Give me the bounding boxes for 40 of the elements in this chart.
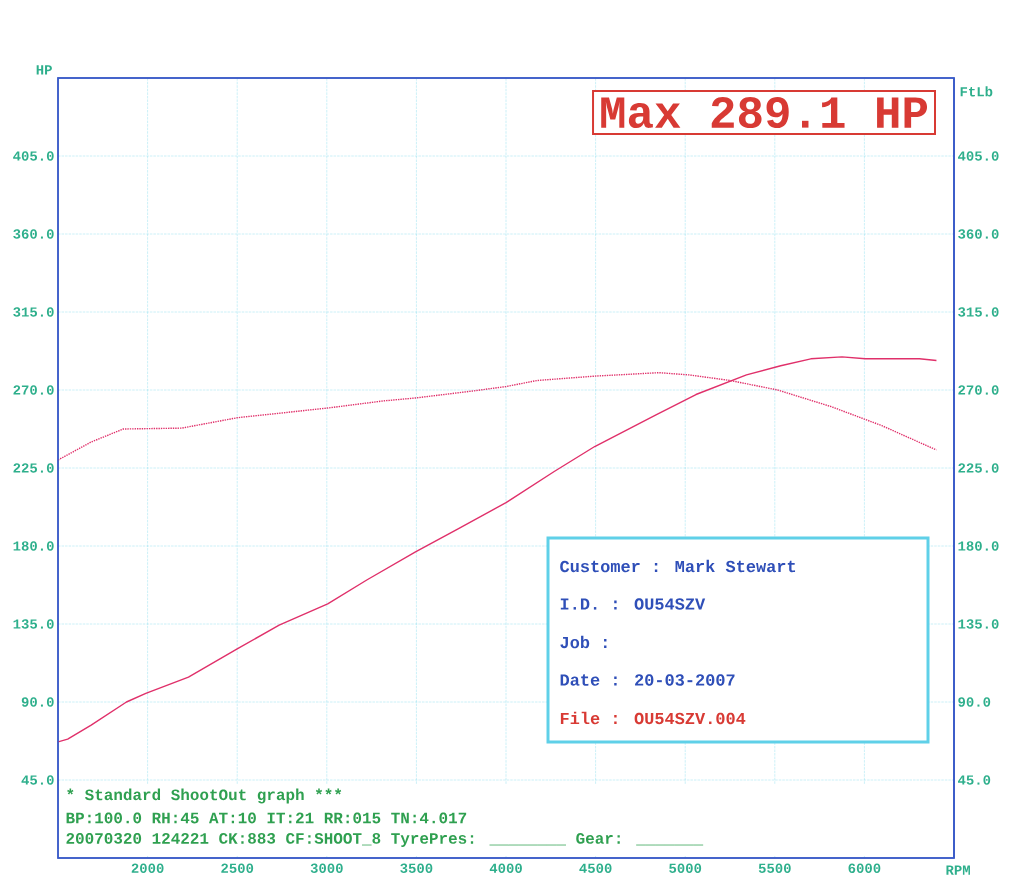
annotation: Max 289.1 HP — [601, 96, 928, 129]
y2-tick-label: 45.0 — [958, 775, 991, 785]
x-tick-label: 5000 — [669, 863, 702, 873]
annotation: Job : — [560, 635, 607, 649]
annotation: Date : 20-03-2007 — [560, 674, 735, 686]
y-tick-label: 135.0 — [13, 619, 54, 629]
annotation: Customer : Mark Stewart — [560, 559, 796, 573]
y2-tick-label: 270.0 — [958, 385, 999, 395]
annotation: 20070320 124221 CK:883 CF:SHOOT_8 TyrePres: ________ Gear: _______ — [66, 833, 704, 847]
x-tick-label: 4500 — [579, 863, 612, 873]
y2-tick-label: 225.0 — [958, 463, 999, 473]
y-axis-title: HP — [36, 65, 52, 75]
y2-tick-label: 405.0 — [958, 151, 999, 161]
x-tick-label: 6000 — [848, 863, 881, 873]
y-tick-label: 405.0 — [13, 151, 54, 161]
annotation: BP:100.0 RH:45 AT:10 IT:21 RR:015 TN:4.017 — [66, 812, 467, 824]
y2-tick-label: 180.0 — [958, 541, 999, 551]
line-series — [58, 356, 938, 743]
x-axis-title: RPM — [946, 865, 970, 875]
annotation: I.D. : OU54SZV — [560, 598, 706, 610]
y-tick-label: 90.0 — [21, 697, 54, 707]
y2-tick-label: 360.0 — [958, 229, 999, 239]
x-tick-label: 5500 — [758, 863, 791, 873]
x-tick-label: 2000 — [131, 863, 164, 873]
y2-tick-label: 90.0 — [958, 697, 991, 707]
y-tick-label: 270.0 — [13, 385, 54, 395]
y2-tick-label: 135.0 — [958, 619, 999, 629]
x-tick-label: 3000 — [310, 863, 343, 873]
x-tick-label: 2500 — [221, 863, 254, 873]
y2-tick-label: 315.0 — [958, 307, 999, 317]
y-tick-label: 45.0 — [21, 775, 54, 785]
x-tick-label: 3500 — [400, 863, 433, 873]
y2-axis-title: FtLb — [960, 86, 993, 97]
y-tick-label: 180.0 — [13, 541, 54, 551]
y-tick-label: 225.0 — [13, 463, 54, 473]
x-tick-label: 4000 — [489, 863, 522, 873]
annotation: * Standard ShootOut graph *** — [67, 788, 342, 804]
annotation: File : OU54SZV.004 — [560, 711, 746, 725]
y-tick-label: 315.0 — [13, 307, 54, 317]
y-tick-label: 360.0 — [13, 229, 54, 239]
